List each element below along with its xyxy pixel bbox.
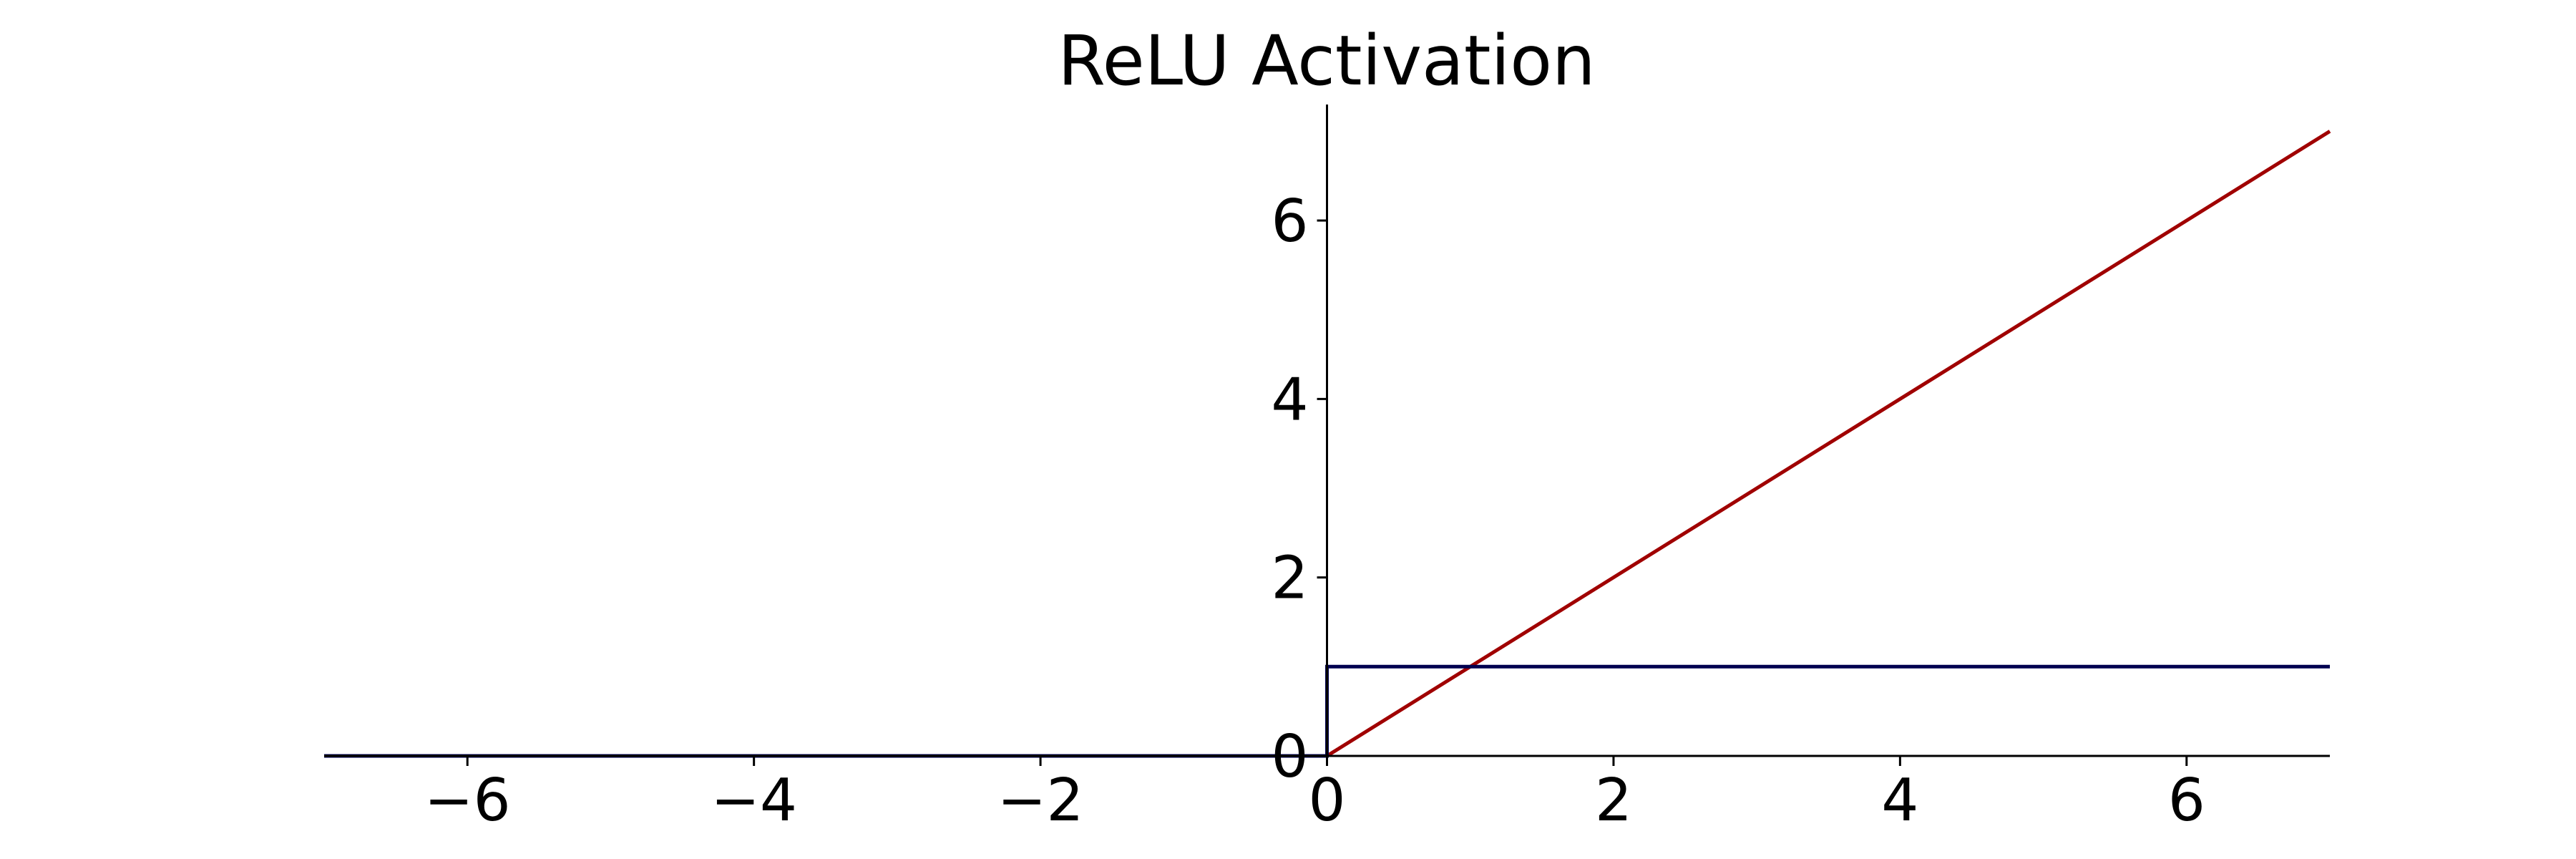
x-tick-label: 4: [1881, 767, 1918, 835]
y-tick-label: 4: [1271, 366, 1308, 434]
chart-title: ReLU Activation: [1058, 21, 1596, 101]
y-tick-label: 6: [1271, 188, 1308, 256]
x-tick-label: −6: [424, 767, 511, 835]
y-tick-label: 2: [1271, 545, 1308, 613]
x-tick-label: −4: [711, 767, 797, 835]
axes-layer: −6 −4 −2 0 2 4 6 0 2 4 6: [324, 105, 2330, 835]
x-tick-label: −2: [997, 767, 1084, 835]
x-tick-label: 0: [1308, 767, 1345, 835]
x-tick-label: 6: [2168, 767, 2205, 835]
x-tick-label: 2: [1595, 767, 1632, 835]
y-tick-label: 0: [1271, 723, 1308, 791]
